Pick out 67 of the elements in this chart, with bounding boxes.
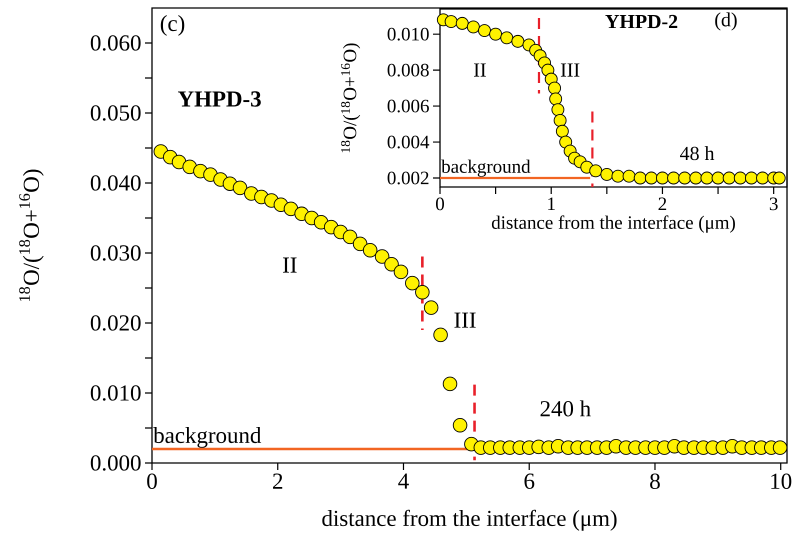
point: [644, 172, 658, 184]
point: [551, 103, 564, 116]
series-label: background: [441, 160, 530, 177]
point: [622, 170, 636, 183]
annotation: (c): [160, 15, 184, 36]
x-tick-label: 8: [650, 474, 660, 489]
point: [489, 28, 502, 41]
x-tick-label: 0: [147, 474, 157, 489]
point: [511, 34, 524, 48]
y-axis-title: $^{18}$O/($^{18}$O+$^{16}$O): [19, 170, 44, 301]
y-tick-label: 0.050: [90, 105, 141, 121]
point: [744, 172, 758, 184]
y-tick-label: 0.008: [388, 64, 429, 77]
annotation: 48 h: [680, 146, 714, 160]
point: [548, 82, 562, 95]
point: [500, 31, 514, 44]
x-tick-label: 3: [770, 198, 778, 210]
y-tick-label: 0.010: [388, 28, 429, 41]
point: [456, 16, 469, 30]
point: [600, 168, 614, 181]
y-tick-label: 0.010: [90, 385, 141, 401]
annotation: III: [454, 312, 476, 328]
point: [689, 172, 702, 184]
point: [549, 92, 562, 106]
y-tick-label: 0.006: [388, 100, 429, 113]
point: [556, 124, 569, 138]
y-tick-label: 0.030: [90, 245, 141, 261]
series-label: background: [153, 426, 262, 448]
point: [756, 172, 769, 184]
point: [589, 164, 602, 178]
x-tick-label: 10: [771, 474, 792, 489]
x-tick-label: 4: [398, 474, 409, 489]
annotation: II: [282, 258, 297, 273]
y-tick-label: 0.020: [90, 315, 141, 331]
point: [466, 20, 480, 34]
point: [712, 172, 725, 184]
annotation: II: [474, 64, 486, 77]
annotation: YHPD-3: [178, 91, 261, 107]
point: [634, 172, 647, 184]
y-tick-label: 0.040: [90, 175, 141, 191]
point: [700, 172, 714, 184]
y-tick-label: 0.060: [90, 35, 141, 51]
x-axis-title: distance from the interface (μm): [322, 510, 617, 531]
point: [722, 172, 736, 184]
point: [734, 172, 747, 184]
point: [612, 170, 624, 183]
x-tick-label: 1: [548, 198, 555, 210]
x-tick-label: 2: [658, 198, 666, 210]
y-axis-title: $^{18}$O/($^{18}$O+$^{16}$O): [341, 43, 360, 152]
x-tick-label: 0: [436, 198, 444, 210]
point: [656, 172, 669, 184]
x-tick-label: 2: [273, 474, 282, 489]
annotation: (d): [715, 12, 737, 30]
point: [772, 172, 786, 184]
annotation: 240 h: [540, 400, 591, 416]
annotation: III: [560, 64, 580, 77]
point: [667, 172, 680, 184]
x-axis-title: distance from the interface (μm): [492, 215, 735, 233]
y-tick-label: 0.002: [388, 172, 428, 184]
point: [554, 114, 567, 127]
y-tick-label: 0.004: [388, 136, 430, 148]
point: [678, 172, 692, 184]
point: [444, 15, 458, 28]
point: [478, 24, 491, 38]
x-tick-label: 6: [524, 474, 534, 489]
annotation: YHPD-2: [605, 14, 678, 28]
y-tick-label: 0.000: [90, 455, 141, 471]
